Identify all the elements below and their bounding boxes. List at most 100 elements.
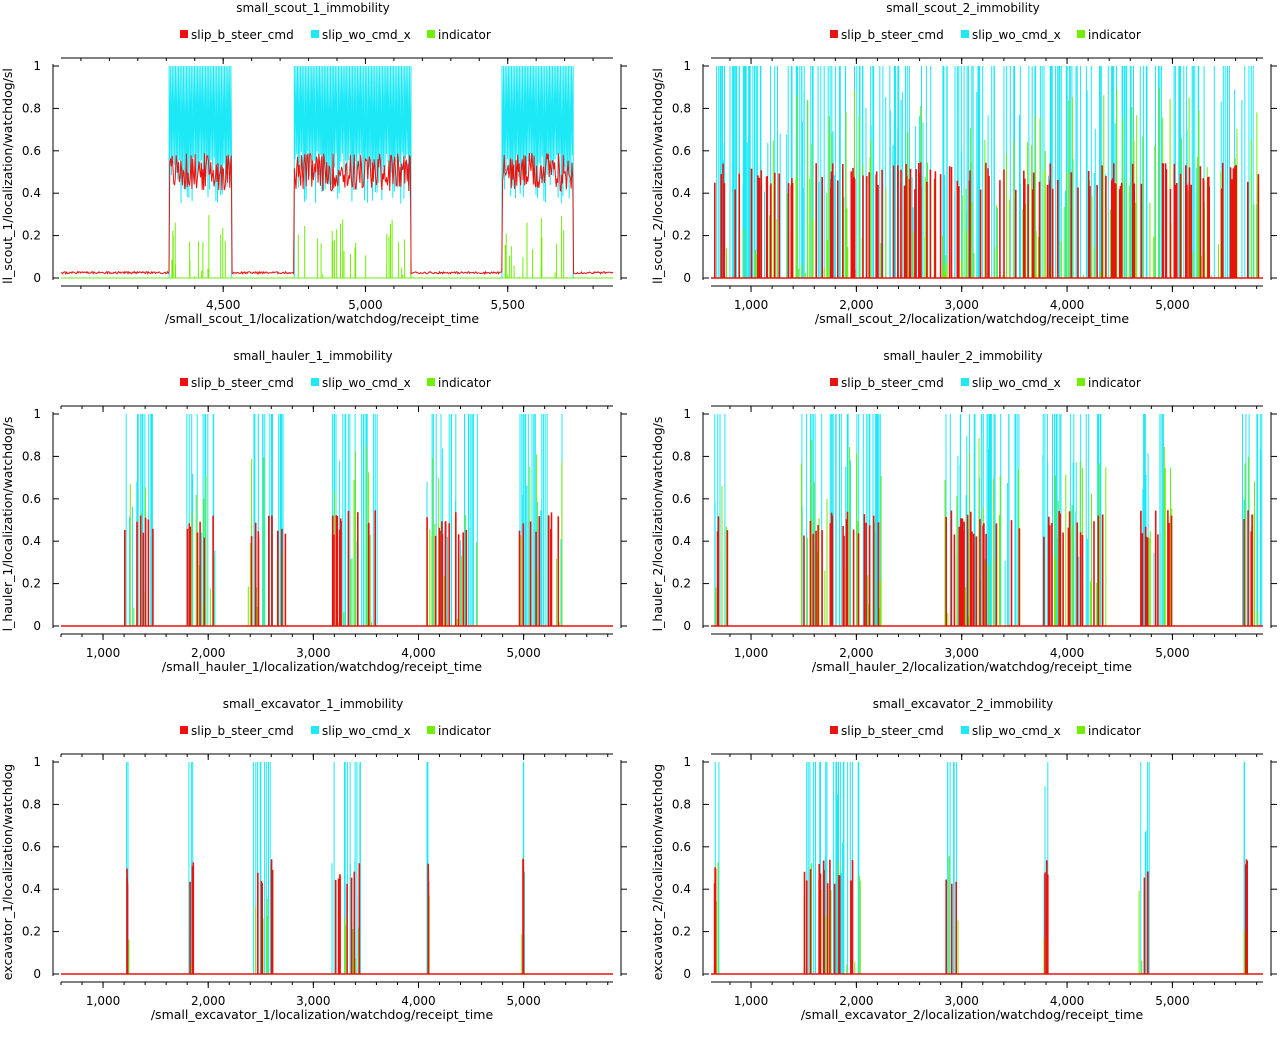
legend-swatch-indicator <box>1077 726 1085 734</box>
y-tick-label: 0.2 <box>22 925 41 939</box>
axes: 0 0.2 0.4 0.6 0.8 1 1,000 2,000 3,000 4,000 5,000 <box>672 405 1277 660</box>
series-slip-b-steer-cmd <box>711 162 1263 279</box>
y-tick-label: 0.8 <box>22 101 41 115</box>
y-tick-label: 0.6 <box>672 492 691 506</box>
legend-label-slip-b-steer-cmd: slip_b_steer_cmd <box>191 376 294 390</box>
legend-label-slip-b-steer-cmd: slip_b_steer_cmd <box>191 28 294 42</box>
y-tick-label: 1 <box>683 755 691 769</box>
chart-svg-4: small_hauler_2_immobility slip_b_steer_cm… <box>650 349 1277 674</box>
chart-svg-3: small_hauler_1_immobility slip_b_steer_cm… <box>0 349 627 674</box>
y-axis-label: excavator_1/localization/watchdog <box>0 764 15 980</box>
chart-title: small_excavator_1_immobility <box>223 697 404 711</box>
y-axis-label: ll_scout_1/localization/watchdog/sl <box>0 68 15 284</box>
legend-label-indicator: indicator <box>1088 28 1141 42</box>
x-tick-label: 4,000 <box>1050 298 1084 312</box>
chart-panel-6: small_excavator_2_immobility slip_b_steer… <box>650 696 1280 1044</box>
legend-swatch-slip-wo-cmd-x <box>311 378 319 386</box>
plot-area <box>61 762 613 975</box>
legend-label-slip-wo-cmd-x: slip_wo_cmd_x <box>972 724 1061 738</box>
legend-label-slip-wo-cmd-x: slip_wo_cmd_x <box>972 28 1061 42</box>
y-tick-label: 1 <box>683 407 691 421</box>
y-tick-label: 0.2 <box>672 229 691 243</box>
y-tick-label: 1 <box>33 407 41 421</box>
y-tick-label: 1 <box>683 59 691 73</box>
chart-svg-6: small_excavator_2_immobility slip_b_steer… <box>650 697 1277 1022</box>
y-tick-label: 0 <box>683 271 691 285</box>
legend-label-slip-wo-cmd-x: slip_wo_cmd_x <box>972 376 1061 390</box>
x-axis-label: /small_hauler_1/localization/watchdog/re… <box>162 659 482 674</box>
chart-panel-4: small_hauler_2_immobility slip_b_steer_cm… <box>650 348 1280 696</box>
axes: 0 0.2 0.4 0.6 0.8 1 1,000 2,000 3,000 4,000 5,000 <box>672 57 1277 312</box>
series-slip-b-steer-cmd <box>711 510 1263 627</box>
y-tick-label: 0 <box>683 967 691 981</box>
y-tick-label: 0.4 <box>22 534 41 548</box>
legend-label-indicator: indicator <box>1088 724 1141 738</box>
y-tick-label: 0.4 <box>672 186 691 200</box>
y-tick-label: 0.2 <box>672 577 691 591</box>
x-axis-label: /small_scout_1/localization/watchdog/rec… <box>165 311 480 326</box>
legend-swatch-indicator <box>1077 30 1085 38</box>
chart-svg-5: small_excavator_1_immobility slip_b_steer… <box>0 697 627 1022</box>
legend-swatch-slip-b-steer-cmd <box>830 726 838 734</box>
x-tick-label: 1,000 <box>734 646 768 660</box>
y-tick-label: 0 <box>683 619 691 633</box>
series-slip-wo-cmd-x <box>711 762 1263 975</box>
y-axis-label: l_hauler_2/localization/watchdog/s <box>650 417 665 632</box>
series-slip-wo-cmd-x <box>61 762 613 975</box>
series-slip-wo-cmd-x <box>168 65 574 278</box>
plot-area <box>61 414 613 627</box>
x-tick-label: 4,500 <box>206 298 240 312</box>
legend-swatch-slip-wo-cmd-x <box>311 30 319 38</box>
legend-label-slip-b-steer-cmd: slip_b_steer_cmd <box>841 724 944 738</box>
x-tick-label: 2,000 <box>191 646 225 660</box>
series-slip-b-steer-cmd <box>61 510 613 627</box>
plot-area <box>60 65 614 279</box>
x-tick-label: 1,000 <box>86 646 120 660</box>
x-tick-label: 2,000 <box>839 646 873 660</box>
x-tick-label: 5,000 <box>1155 994 1189 1008</box>
legend-swatch-slip-wo-cmd-x <box>961 726 969 734</box>
chart-title: small_scout_1_immobility <box>236 1 390 15</box>
y-tick-label: 0 <box>33 967 41 981</box>
chart-svg-1: small_scout_1_immobility slip_b_steer_cmd… <box>0 1 627 326</box>
chart-title: small_hauler_1_immobility <box>233 349 392 363</box>
legend-label-indicator: indicator <box>438 724 491 738</box>
y-axis-label: ll_scout_2/localization/watchdog/sl <box>650 68 665 284</box>
x-tick-label: 2,000 <box>191 994 225 1008</box>
series-slip-b-steer-cmd <box>711 859 1263 975</box>
x-tick-label: 4,000 <box>401 994 435 1008</box>
x-tick-label: 3,000 <box>945 994 979 1008</box>
x-tick-label: 1,000 <box>86 994 120 1008</box>
series-indicator <box>61 895 613 975</box>
y-axis-label: excavator_2/localization/watchdog <box>650 764 665 980</box>
chart-panel-1: small_scout_1_immobility slip_b_steer_cmd… <box>0 0 640 348</box>
x-tick-label: 2,000 <box>839 298 873 312</box>
x-axis-label: /small_scout_2/localization/watchdog/rec… <box>815 311 1130 326</box>
y-tick-label: 0.4 <box>22 882 41 896</box>
axes: 0 0.2 0.4 0.6 0.8 1 1,000 2,000 3,000 4,000 5,000 <box>22 753 627 1008</box>
x-tick-label: 5,000 <box>1155 646 1189 660</box>
y-tick-label: 0.2 <box>22 577 41 591</box>
chart-panel-3: small_hauler_1_immobility slip_b_steer_cm… <box>0 348 640 696</box>
legend-swatch-slip-wo-cmd-x <box>961 30 969 38</box>
x-tick-label: 4,000 <box>401 646 435 660</box>
series-slip-b-steer-cmd <box>60 152 614 275</box>
axes: 0 0.2 0.4 0.6 0.8 1 4,500 5,000 5,500 <box>22 57 627 312</box>
x-tick-label: 4,000 <box>1050 994 1084 1008</box>
chart-svg-2: small_scout_2_immobility slip_b_steer_cmd… <box>650 1 1277 326</box>
legend-swatch-indicator <box>427 726 435 734</box>
plot-area <box>711 762 1263 975</box>
x-axis-label: /small_hauler_2/localization/watchdog/re… <box>812 659 1132 674</box>
plot-area <box>711 414 1263 627</box>
y-tick-label: 0.8 <box>22 797 41 811</box>
y-tick-label: 0.8 <box>22 449 41 463</box>
legend-label-indicator: indicator <box>438 376 491 390</box>
legend-label-slip-wo-cmd-x: slip_wo_cmd_x <box>322 28 411 42</box>
series-indicator <box>61 215 613 279</box>
legend-label-slip-b-steer-cmd: slip_b_steer_cmd <box>841 376 944 390</box>
y-tick-label: 0.8 <box>672 797 691 811</box>
legend-label-indicator: indicator <box>1088 376 1141 390</box>
legend-swatch-slip-wo-cmd-x <box>311 726 319 734</box>
legend-swatch-indicator <box>1077 378 1085 386</box>
y-tick-label: 1 <box>33 755 41 769</box>
